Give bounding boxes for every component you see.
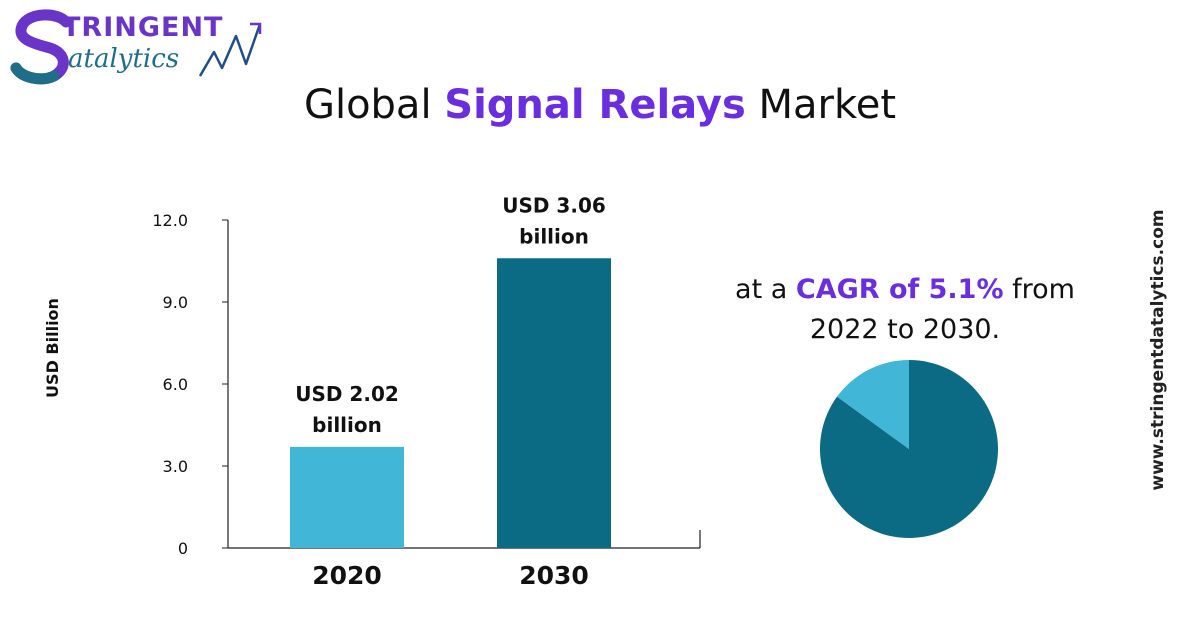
- bar-2030: [497, 258, 611, 548]
- y-tick-label: 3.0: [163, 457, 188, 476]
- page-title: Global Signal Relays Market: [0, 82, 1200, 128]
- cagr-line-2: 2022 to 2030.: [809, 314, 1001, 345]
- bar-data-label: billion: [312, 413, 382, 437]
- y-tick-label: 12.0: [152, 211, 188, 230]
- y-axis-label: USD Billion: [43, 298, 62, 398]
- website-url: www.stringentdatalytics.com: [1148, 209, 1168, 491]
- logo-top-text: TRINGENT: [62, 12, 224, 43]
- title-highlight: Signal Relays: [444, 82, 746, 128]
- bar-data-label: USD 2.02: [295, 382, 399, 406]
- cagr-highlight: CAGR of 5.1%: [795, 274, 1004, 305]
- cagr-prefix: at a: [735, 274, 796, 305]
- y-tick-label: 9.0: [163, 293, 188, 312]
- logo-s-mark-icon: [10, 9, 72, 85]
- x-tick-label: 2030: [519, 561, 589, 590]
- bar-2020: [290, 446, 404, 548]
- cagr-line-1: at a CAGR of 5.1% from: [700, 270, 1110, 310]
- bar-data-label: billion: [519, 224, 589, 248]
- x-tick-label: 2020: [312, 561, 382, 590]
- y-tick-label: 6.0: [163, 375, 188, 394]
- logo-arrow-icon: [198, 22, 262, 77]
- logo-bottom-text: atalytics: [68, 44, 180, 74]
- y-tick-label: 0: [178, 539, 188, 558]
- pie-slice: [836, 359, 909, 449]
- title-suffix: Market: [745, 82, 897, 128]
- cagr-suffix: from: [1003, 274, 1075, 305]
- title-prefix: Global: [303, 82, 445, 128]
- bar-data-label: USD 3.06: [502, 193, 606, 217]
- brand-logo: TRINGENT atalytics: [6, 6, 276, 86]
- cagr-text: at a CAGR of 5.1% from 2022 to 2030.: [700, 270, 1110, 350]
